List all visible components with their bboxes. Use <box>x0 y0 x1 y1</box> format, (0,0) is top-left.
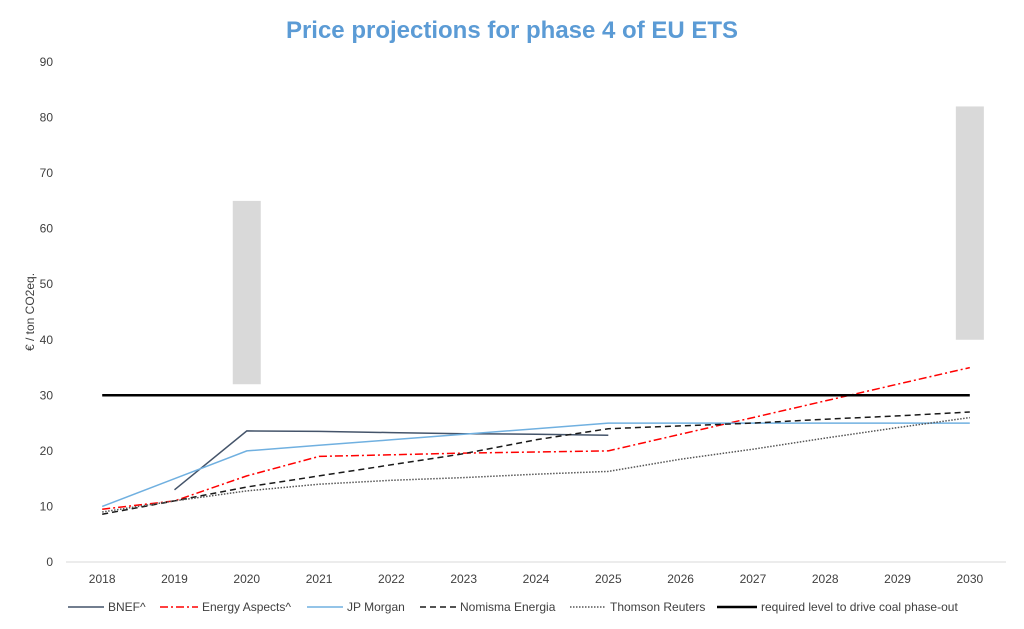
y-tick-label: 60 <box>40 222 54 236</box>
y-tick-label: 80 <box>40 111 54 125</box>
y-tick-label: 90 <box>40 55 54 69</box>
x-tick-label: 2020 <box>233 572 260 586</box>
x-tick-label: 2030 <box>956 572 983 586</box>
legend-label-thomson-reuters: Thomson Reuters <box>610 600 705 614</box>
y-tick-label: 0 <box>46 555 53 569</box>
series-line-energy-aspects <box>102 366 970 510</box>
legend: BNEF^ Energy Aspects^ JP Morgan Nomisma Ene… <box>68 600 958 614</box>
x-tick-label: 2026 <box>667 572 694 586</box>
y-tick-label: 70 <box>40 166 54 180</box>
series-line-bnef <box>174 430 609 491</box>
series-line-nomisma-energia <box>102 411 970 515</box>
series-line-thomson-reuters <box>102 416 970 513</box>
x-tick-label: 2018 <box>89 572 116 586</box>
range-bar-2020 <box>232 200 261 385</box>
series-line-jp-morgan <box>101 422 970 508</box>
x-tick-label: 2023 <box>450 572 477 586</box>
chart-title: Price projections for phase 4 of EU ETS <box>286 17 738 44</box>
x-tick-label: 2028 <box>812 572 839 586</box>
range-bar-2030 <box>955 106 984 340</box>
x-tick-label: 2021 <box>306 572 333 586</box>
x-tick-label: 2025 <box>595 572 622 586</box>
legend-label-energy-aspects: Energy Aspects^ <box>202 600 291 614</box>
y-axis-label: € / ton CO2eq. <box>23 273 37 351</box>
legend-label-nomisma-energia: Nomisma Energia <box>460 600 556 614</box>
y-tick-label: 40 <box>40 333 54 347</box>
x-tick-labels: 2018 2019 2020 2021 2022 2023 2024 2025 2026 2027… <box>89 572 984 586</box>
y-tick-label: 20 <box>40 444 54 458</box>
x-tick-label: 2029 <box>884 572 911 586</box>
legend-label-required-level-to-drive-coal-phase-out: required level to drive coal phase-out <box>761 600 958 614</box>
y-tick-label: 50 <box>40 277 54 291</box>
series-lines <box>101 366 970 515</box>
legend-label-jp-morgan: JP Morgan <box>347 600 405 614</box>
x-tick-label: 2019 <box>161 572 188 586</box>
legend-label-bnef: BNEF^ <box>108 600 146 614</box>
range-bars <box>232 106 984 385</box>
x-tick-label: 2024 <box>523 572 550 586</box>
y-tick-label: 30 <box>40 388 54 402</box>
y-tick-labels: 0 10 20 30 40 50 60 70 80 90 <box>40 55 54 569</box>
y-tick-label: 10 <box>40 499 54 513</box>
x-tick-label: 2022 <box>378 572 405 586</box>
x-tick-label: 2027 <box>740 572 767 586</box>
